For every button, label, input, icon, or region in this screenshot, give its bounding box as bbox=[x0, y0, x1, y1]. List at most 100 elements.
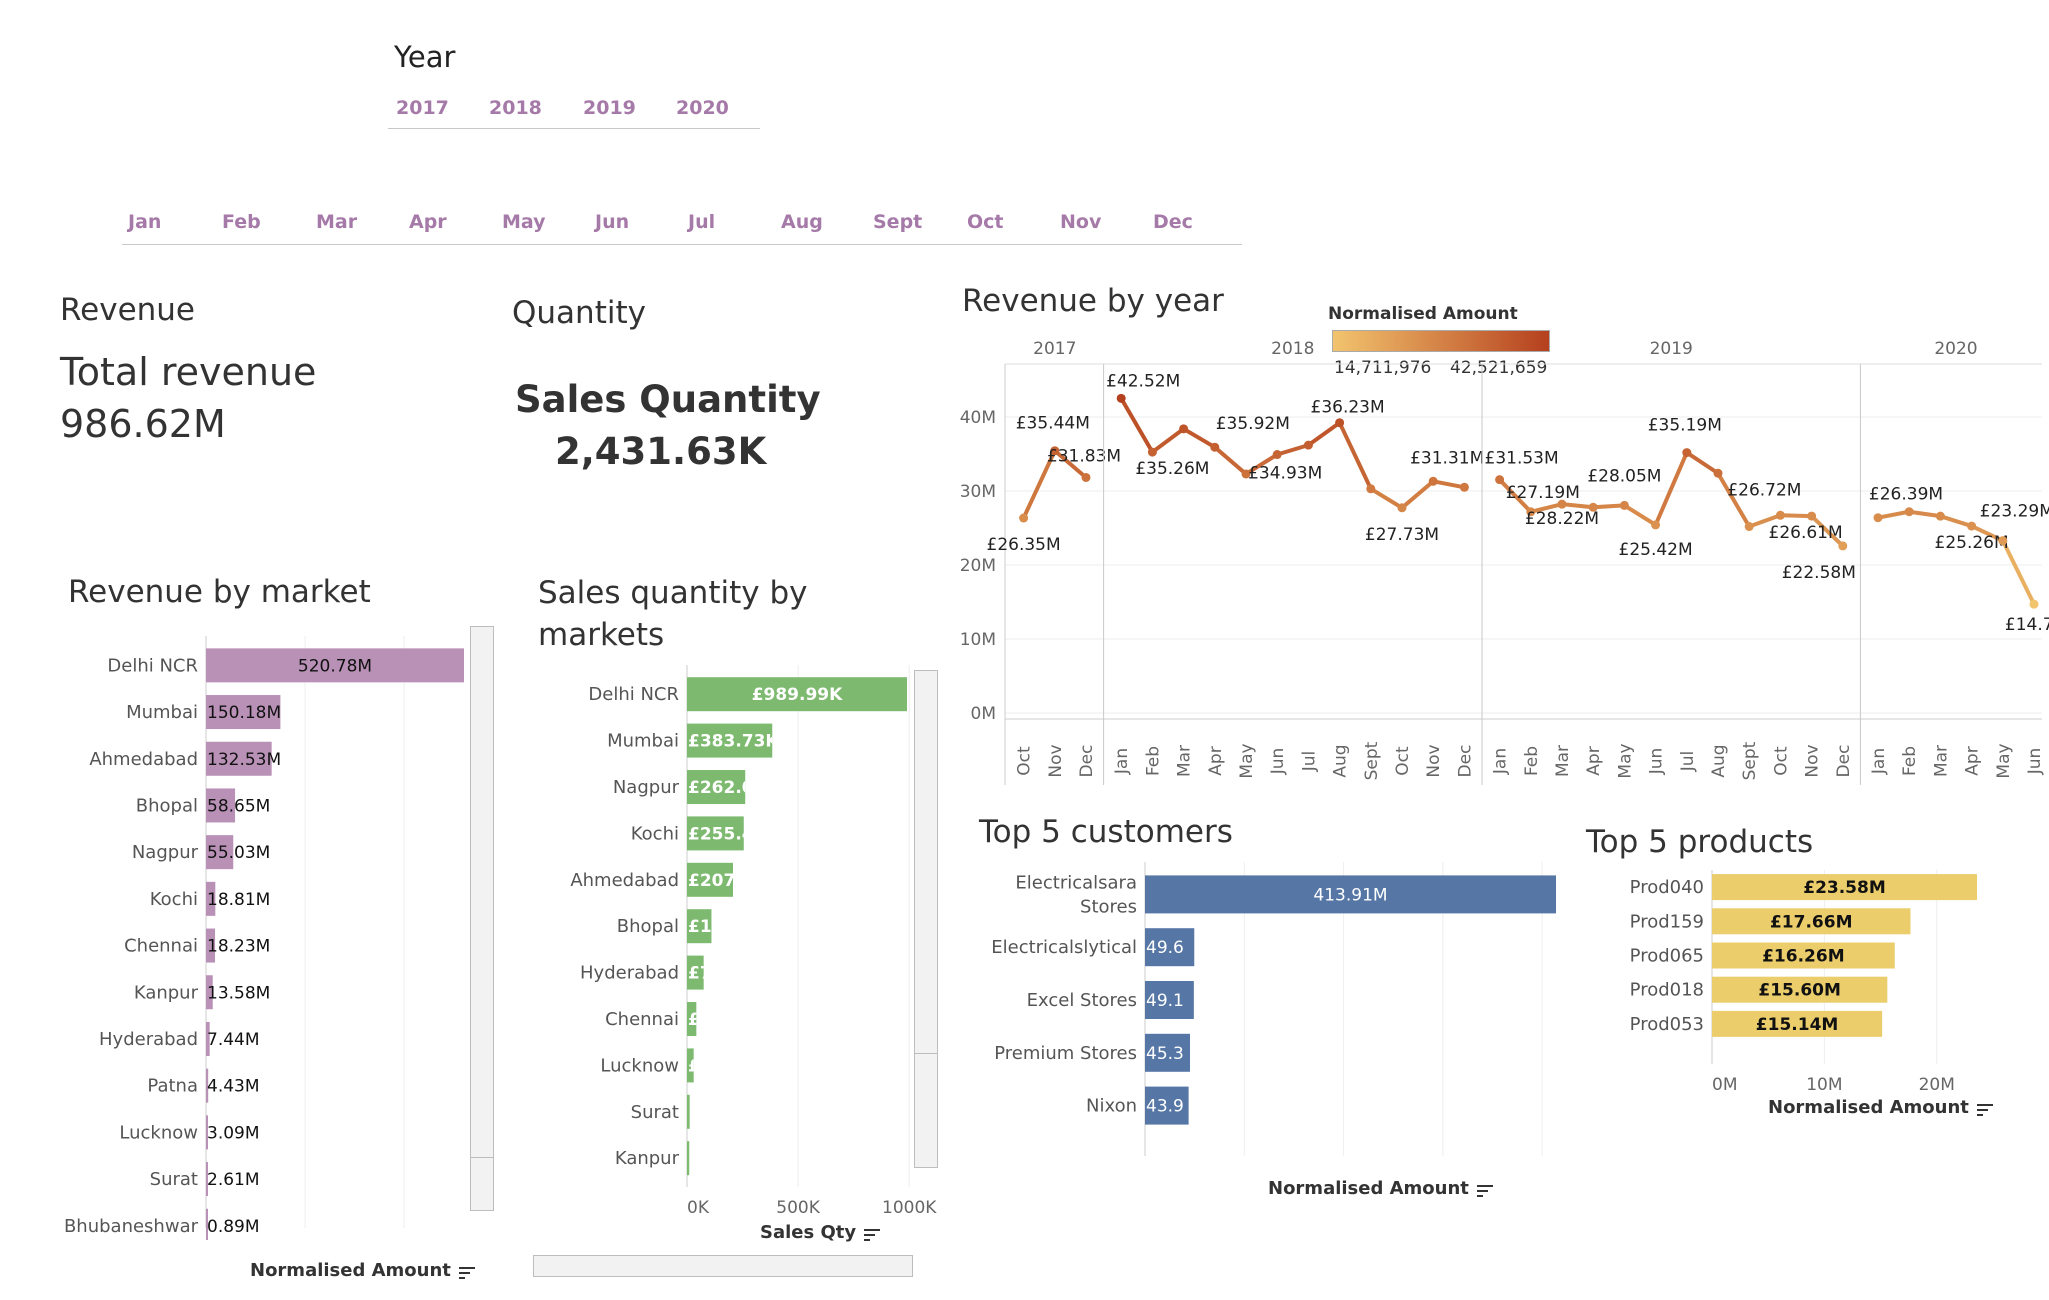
year-filter-2018[interactable]: 2018 bbox=[489, 97, 542, 119]
bar-hyderabad[interactable] bbox=[687, 955, 704, 990]
month-filter-may[interactable]: May bbox=[502, 211, 546, 233]
sales-qty-scrollbar[interactable] bbox=[914, 670, 938, 1168]
sort-icon[interactable] bbox=[1976, 1101, 1995, 1116]
data-point[interactable] bbox=[1967, 521, 1977, 531]
month-filter-jan[interactable]: Jan bbox=[128, 211, 162, 233]
bar-ahmedabad[interactable] bbox=[206, 741, 272, 776]
bar-electricalslytical[interactable] bbox=[1145, 928, 1195, 967]
bar-mumbai[interactable] bbox=[687, 723, 773, 758]
data-point[interactable] bbox=[1807, 511, 1817, 521]
panel-year-label: 2017 bbox=[1033, 339, 1076, 359]
bar-prod159[interactable] bbox=[1712, 908, 1911, 935]
data-point[interactable] bbox=[1557, 499, 1567, 509]
data-point[interactable] bbox=[1873, 513, 1883, 523]
bar-nixon[interactable] bbox=[1145, 1086, 1189, 1125]
data-point[interactable] bbox=[1526, 507, 1536, 517]
year-filter-2020[interactable]: 2020 bbox=[676, 97, 729, 119]
category-label: Hyderabad bbox=[580, 963, 679, 984]
data-point[interactable] bbox=[1179, 424, 1189, 434]
x-tick-label: Jun bbox=[2025, 748, 2045, 776]
bar-nagpur[interactable] bbox=[687, 770, 746, 804]
revenue-by-market-scrollbar[interactable] bbox=[470, 626, 494, 1211]
year-filter-2019[interactable]: 2019 bbox=[583, 97, 636, 119]
bar-chennai[interactable] bbox=[687, 1002, 697, 1036]
bar-premium-stores[interactable] bbox=[1145, 1033, 1190, 1072]
bar-lucknow[interactable] bbox=[206, 1115, 208, 1150]
month-filter-dec[interactable]: Dec bbox=[1153, 211, 1193, 233]
bar-delhi-ncr[interactable] bbox=[687, 677, 907, 712]
month-filter-jul[interactable]: Jul bbox=[688, 211, 716, 233]
data-point[interactable] bbox=[1335, 418, 1345, 428]
sort-icon[interactable] bbox=[1476, 1182, 1495, 1197]
sort-icon[interactable] bbox=[458, 1264, 477, 1279]
data-point[interactable] bbox=[1775, 510, 1785, 520]
data-point[interactable] bbox=[1838, 541, 1848, 551]
data-point[interactable] bbox=[1428, 476, 1438, 486]
data-point[interactable] bbox=[1050, 446, 1060, 456]
data-point[interactable] bbox=[1210, 442, 1220, 452]
data-point[interactable] bbox=[1904, 507, 1914, 517]
bar-ahmedabad[interactable] bbox=[687, 862, 734, 897]
bar-kanpur[interactable] bbox=[206, 975, 213, 1010]
data-point[interactable] bbox=[1495, 475, 1505, 485]
bar-delhi-ncr[interactable] bbox=[206, 648, 464, 683]
bar-patna[interactable] bbox=[206, 1068, 209, 1103]
bar-kochi[interactable] bbox=[687, 816, 744, 851]
bar-bhubaneshwar[interactable] bbox=[206, 1208, 208, 1240]
data-point[interactable] bbox=[1998, 536, 2008, 546]
month-filter-mar[interactable]: Mar bbox=[316, 211, 358, 233]
month-filter-nov[interactable]: Nov bbox=[1060, 211, 1102, 233]
bar-hyderabad[interactable] bbox=[206, 1021, 210, 1056]
bar-prod053[interactable] bbox=[1712, 1010, 1883, 1037]
year-filter-2017[interactable]: 2017 bbox=[396, 97, 449, 119]
category-label: Premium Stores bbox=[994, 1043, 1137, 1064]
data-point[interactable] bbox=[2029, 599, 2039, 609]
bar-nagpur[interactable] bbox=[206, 835, 234, 870]
data-point[interactable] bbox=[1303, 440, 1313, 450]
data-point[interactable] bbox=[1713, 468, 1723, 478]
month-filter-feb[interactable]: Feb bbox=[222, 211, 261, 233]
data-point[interactable] bbox=[1619, 500, 1629, 510]
bar-bhopal[interactable] bbox=[206, 788, 236, 823]
bar-surat[interactable] bbox=[206, 1162, 208, 1197]
bar-kochi[interactable] bbox=[206, 881, 216, 916]
bar-surat[interactable] bbox=[687, 1094, 690, 1129]
month-filter-aug[interactable]: Aug bbox=[781, 211, 823, 233]
data-point[interactable] bbox=[1935, 511, 1945, 521]
bar-prod065[interactable] bbox=[1712, 942, 1895, 969]
bar-kanpur[interactable] bbox=[687, 1141, 690, 1176]
data-point[interactable] bbox=[1147, 447, 1157, 457]
bar-prod018[interactable] bbox=[1712, 976, 1888, 1003]
data-point[interactable] bbox=[1081, 472, 1091, 482]
data-point[interactable] bbox=[1116, 393, 1126, 403]
line-segment bbox=[1938, 514, 1974, 529]
month-filter-jun[interactable]: Jun bbox=[595, 211, 630, 233]
bar-electricalsara-stores[interactable] bbox=[1145, 875, 1556, 914]
line-segment bbox=[1244, 452, 1280, 476]
data-point[interactable] bbox=[1019, 513, 1029, 523]
x-tick-label: Aug bbox=[1709, 744, 1729, 777]
data-point[interactable] bbox=[1272, 450, 1282, 460]
bar-prod040[interactable] bbox=[1712, 874, 1977, 901]
data-point[interactable] bbox=[1397, 503, 1407, 513]
data-point[interactable] bbox=[1744, 522, 1754, 532]
bar-chennai[interactable] bbox=[206, 928, 216, 963]
data-point[interactable] bbox=[1241, 469, 1251, 479]
bar-excel-stores[interactable] bbox=[1145, 981, 1194, 1019]
bar-mumbai[interactable] bbox=[206, 695, 281, 730]
month-filter-oct[interactable]: Oct bbox=[967, 211, 1004, 233]
sales-qty-horizontal-scrollbar[interactable] bbox=[533, 1255, 913, 1277]
data-point[interactable] bbox=[1651, 520, 1661, 530]
line-segment bbox=[1021, 448, 1057, 521]
sort-icon[interactable] bbox=[864, 1226, 882, 1241]
data-point[interactable] bbox=[1459, 482, 1469, 492]
category-label: Bhopal bbox=[136, 795, 198, 816]
bar-lucknow[interactable] bbox=[687, 1048, 694, 1083]
month-filter-apr[interactable]: Apr bbox=[409, 211, 447, 233]
bar-bhopal[interactable] bbox=[687, 909, 712, 944]
month-filter-sept[interactable]: Sept bbox=[873, 211, 923, 233]
data-point[interactable] bbox=[1366, 484, 1376, 494]
data-label: £31.31M bbox=[1410, 448, 1484, 468]
data-point[interactable] bbox=[1682, 448, 1692, 458]
data-point[interactable] bbox=[1588, 502, 1598, 512]
